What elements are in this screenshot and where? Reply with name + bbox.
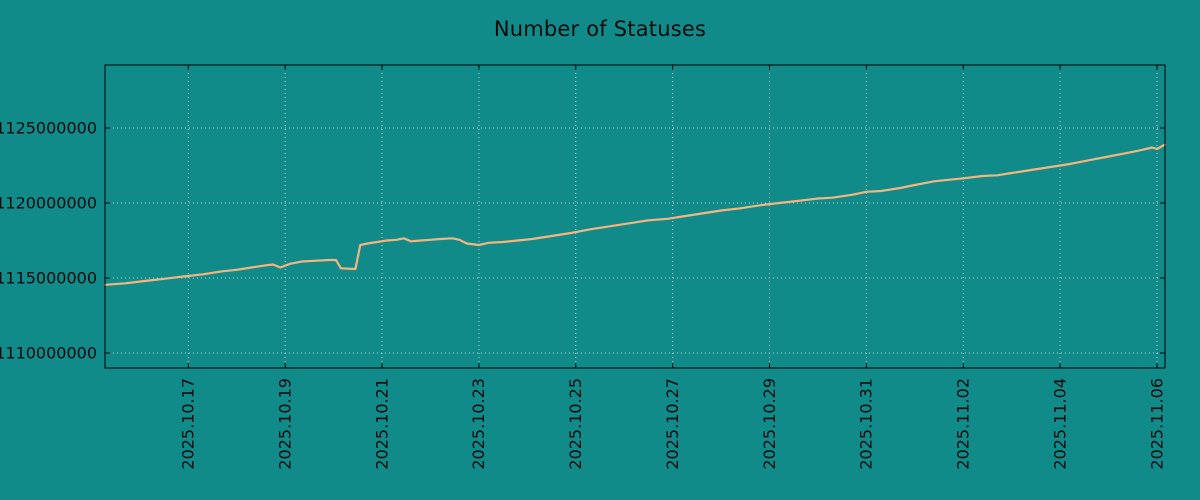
- y-tick-label: 1120000000: [0, 193, 97, 212]
- plot-border: [104, 64, 1166, 369]
- chart-title: Number of Statuses: [493, 17, 707, 41]
- x-tick-label: 2025.11.02: [954, 378, 973, 470]
- x-tick-label: 2025.10.23: [469, 378, 488, 470]
- y-tick-label: 1125000000: [0, 118, 97, 137]
- x-tick-label: 2025.11.06: [1147, 378, 1166, 470]
- x-tick-label: 2025.10.25: [566, 378, 585, 470]
- y-tick-label: 1110000000: [0, 343, 97, 362]
- x-tick-label: 2025.10.27: [663, 378, 682, 470]
- series-line-statuses: [103, 143, 1167, 286]
- x-tick-label: 2025.10.19: [275, 378, 294, 470]
- x-tick-label: 2025.10.31: [857, 378, 876, 470]
- y-tick-label: 1115000000: [0, 268, 97, 287]
- x-tick-label: 2025.10.21: [372, 378, 391, 470]
- x-tick-label: 2025.11.04: [1050, 378, 1069, 470]
- x-tick-label: 2025.10.17: [179, 378, 198, 470]
- x-tick-label: 2025.10.29: [760, 378, 779, 470]
